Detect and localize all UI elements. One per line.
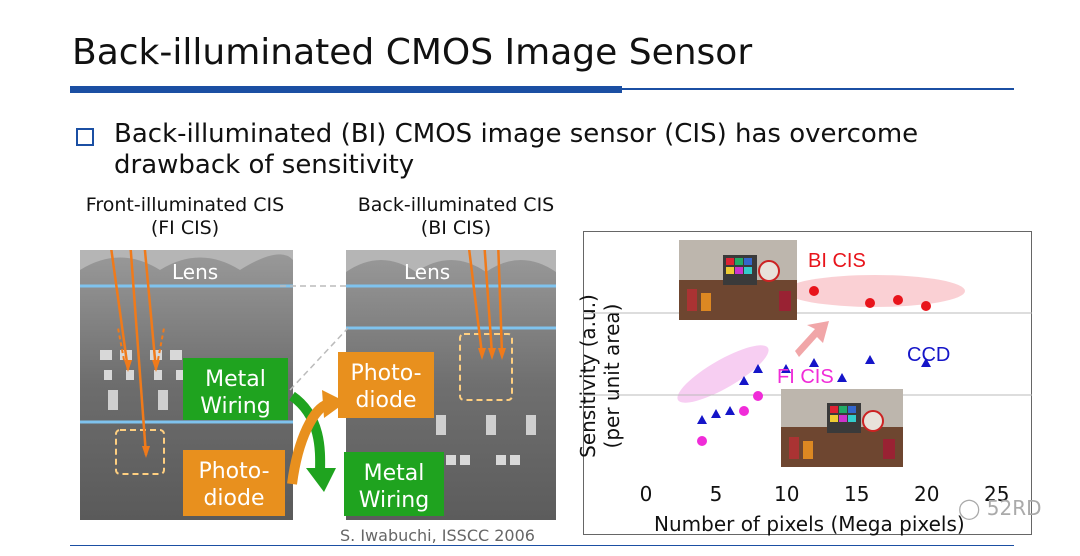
- legend-bi-cis: BI CIS: [808, 250, 866, 272]
- legend-ccd: CCD: [907, 344, 950, 366]
- fi-metal-wiring-line2: Wiring: [200, 394, 271, 419]
- data-point-ccd: [837, 373, 847, 382]
- title-underline-thin: [622, 88, 1014, 90]
- bi-cis-caption-line1: Back-illuminated CIS: [357, 194, 555, 216]
- fi-metal-wiring-box: Metal Wiring: [183, 358, 288, 420]
- data-point-ccd: [697, 415, 707, 424]
- title-underline: [70, 86, 622, 93]
- watermark: ◯ 52RD: [958, 496, 1042, 520]
- watermark-text: 52RD: [986, 496, 1042, 520]
- bullet-text: Back-illuminated (BI) CMOS image sensor …: [114, 119, 919, 180]
- bi-photodiode-box: Photo- diode: [338, 352, 434, 418]
- swap-arrows: [287, 390, 346, 492]
- data-point-ccd: [781, 364, 791, 373]
- data-point-bi-cis: [921, 301, 931, 311]
- fi-photodiode-line1: Photo-: [198, 459, 270, 484]
- x-axis-title: Number of pixels (Mega pixels): [654, 512, 965, 536]
- data-point-bi-cis: [865, 298, 875, 308]
- fi-cis-caption: Front-illuminated CIS (FI CIS): [72, 194, 298, 240]
- data-point-ccd: [865, 355, 875, 364]
- fi-cis-caption-line2: (FI CIS): [150, 217, 220, 239]
- data-point-ccd: [753, 364, 763, 373]
- bi-metal-wiring-line1: Metal: [363, 461, 425, 486]
- fi-photodiode-line2: diode: [203, 486, 265, 511]
- bi-photodiode-line2: diode: [355, 388, 417, 413]
- fi-metal-wiring-line1: Metal: [205, 367, 266, 392]
- fi-cis-highlight: [677, 345, 769, 403]
- data-point-ccd: [725, 406, 735, 415]
- bottom-rule: [70, 545, 1014, 546]
- data-point-fi-cis: [753, 391, 763, 401]
- bi-cis-highlight: [785, 275, 965, 307]
- fi-cis-caption-line1: Front-illuminated CIS: [85, 194, 285, 216]
- data-point-bi-cis: [893, 295, 903, 305]
- wechat-icon: ◯: [958, 496, 981, 520]
- x-tick-label: 5: [709, 482, 723, 506]
- photo-bottom: [781, 389, 903, 467]
- x-tick-label: 15: [844, 482, 870, 506]
- data-point-bi-cis: [809, 286, 819, 296]
- x-tick-label: 0: [639, 482, 653, 506]
- bi-cis-sem-image: [346, 250, 556, 520]
- bullet-square-icon: [76, 128, 94, 146]
- bi-cis-caption-line2: (BI CIS): [420, 217, 492, 239]
- sensitivity-chart: BI CIS CCD FI CIS: [583, 240, 1032, 467]
- fi-lens-label: Lens: [172, 260, 219, 284]
- data-point-ccd: [921, 358, 931, 367]
- data-point-fi-cis: [697, 436, 707, 446]
- bi-metal-wiring-line2: Wiring: [358, 488, 430, 513]
- photo-top: [679, 240, 797, 320]
- slide-title: Back-illuminated CMOS Image Sensor: [72, 32, 753, 73]
- fi-photodiode-box: Photo- diode: [183, 450, 285, 516]
- connector-lines: [280, 285, 350, 391]
- chart-frame: [583, 231, 1032, 535]
- bi-lens-label: Lens: [404, 260, 451, 284]
- data-point-ccd: [809, 358, 819, 367]
- x-tick-label: 10: [774, 482, 800, 506]
- bi-cis-caption: Back-illuminated CIS (BI CIS): [346, 194, 566, 240]
- data-point-ccd: [739, 376, 749, 385]
- data-point-ccd: [711, 409, 721, 418]
- x-tick-label: 25: [984, 482, 1010, 506]
- x-tick-label: 20: [914, 482, 940, 506]
- image-credit: S. Iwabuchi, ISSCC 2006: [340, 526, 535, 545]
- bi-photodiode-line1: Photo-: [350, 361, 422, 386]
- data-point-fi-cis: [739, 406, 749, 416]
- bi-metal-wiring-box: Metal Wiring: [344, 452, 444, 516]
- legend-fi-cis: FI CIS: [777, 366, 834, 388]
- improvement-arrow: [795, 321, 829, 357]
